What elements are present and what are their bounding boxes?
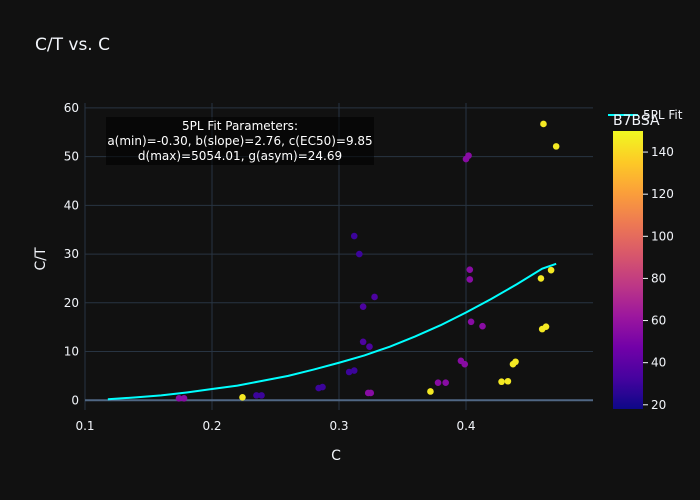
scatter-point[interactable] <box>239 394 246 401</box>
y-tick-label: 50 <box>64 150 79 164</box>
colorbar-ticks: 20 40 60 80 100 120 140 <box>643 145 674 412</box>
scatter-point[interactable] <box>479 322 486 330</box>
scatter-point[interactable] <box>466 276 474 283</box>
annotation-box <box>106 117 374 165</box>
x-tick-label: 0.2 <box>202 419 221 433</box>
y-axis-ticks: 0 10 20 30 40 50 60 <box>64 101 79 407</box>
scatter-point[interactable] <box>465 152 472 159</box>
scatter-point[interactable] <box>350 367 358 374</box>
colorbar-tick-label: 100 <box>651 229 674 243</box>
scatter-point[interactable] <box>467 318 475 326</box>
scatter-point[interactable] <box>547 266 555 274</box>
scatter-point[interactable] <box>180 395 188 402</box>
scatter-point[interactable] <box>258 392 265 399</box>
scatter-points-layer <box>175 120 560 402</box>
x-tick-label: 0.3 <box>329 419 348 433</box>
colorbar-tick-label: 120 <box>651 187 674 201</box>
scatter-point[interactable] <box>367 389 375 397</box>
x-tick-label: 0.4 <box>456 419 475 433</box>
y-tick-label: 0 <box>71 393 79 407</box>
scatter-point[interactable] <box>466 266 474 273</box>
scatter-point[interactable] <box>345 368 353 376</box>
y-tick-label: 40 <box>64 198 79 212</box>
colorbar-tick-label: 140 <box>651 145 674 159</box>
scatter-point[interactable] <box>350 232 358 240</box>
scatter-point[interactable] <box>461 360 469 368</box>
x-axis-ticks: 0.1 0.2 0.3 0.4 <box>75 419 475 433</box>
scatter-point[interactable] <box>366 343 373 350</box>
scatter-point[interactable] <box>434 379 442 387</box>
scatter-point[interactable] <box>359 303 367 310</box>
scatter-point[interactable] <box>512 358 519 366</box>
scatter-point[interactable] <box>175 395 183 402</box>
colorbar-title: B7BSA <box>613 113 660 129</box>
scatter-point[interactable] <box>537 275 545 282</box>
scatter-point[interactable] <box>540 120 547 128</box>
colorbar-tick-label: 40 <box>651 356 666 370</box>
colorbar-gradient <box>613 131 643 409</box>
y-tick-label: 60 <box>64 101 79 115</box>
y-tick-label: 10 <box>64 345 79 359</box>
colorbar-tick-label: 60 <box>651 314 666 328</box>
scatter-point[interactable] <box>371 293 378 301</box>
scatter-point[interactable] <box>552 143 560 150</box>
legend[interactable]: 5PL Fit <box>608 108 683 122</box>
scatter-point[interactable] <box>319 383 326 391</box>
scatter-point[interactable] <box>498 378 505 386</box>
y-tick-label: 30 <box>64 247 79 261</box>
annotation-line-3: d(max)=5054.01, g(asym)=24.69 <box>138 149 342 163</box>
y-tick-label: 20 <box>64 296 79 310</box>
colorbar-tick-label: 20 <box>651 398 666 412</box>
scatter-point[interactable] <box>359 338 367 346</box>
y-axis-title: C/T <box>33 247 49 270</box>
fit-parameters-annotation: 5PL Fit Parameters: a(min)=-0.30, b(slop… <box>106 117 374 165</box>
legend-label-fit: 5PL Fit <box>643 108 683 122</box>
fit-line <box>107 262 557 401</box>
annotation-line-1: 5PL Fit Parameters: <box>182 119 298 133</box>
scatter-point[interactable] <box>253 392 260 399</box>
colorbar: B7BSA 20 40 60 80 100 120 140 <box>613 113 674 412</box>
x-axis-title: C <box>331 448 341 464</box>
scatter-point[interactable] <box>442 379 449 387</box>
x-tick-label: 0.1 <box>75 419 94 433</box>
scatter-point[interactable] <box>356 250 363 258</box>
fit-line-layer <box>107 262 557 401</box>
chart-title: C/T vs. C <box>35 35 110 55</box>
scatter-point[interactable] <box>542 323 550 330</box>
colorbar-tick-label: 80 <box>651 271 666 285</box>
scatter-point[interactable] <box>427 388 434 395</box>
annotation-line-2: a(min)=-0.30, b(slope)=2.76, c(EC50)=9.8… <box>107 134 372 148</box>
scatter-point[interactable] <box>504 377 512 385</box>
